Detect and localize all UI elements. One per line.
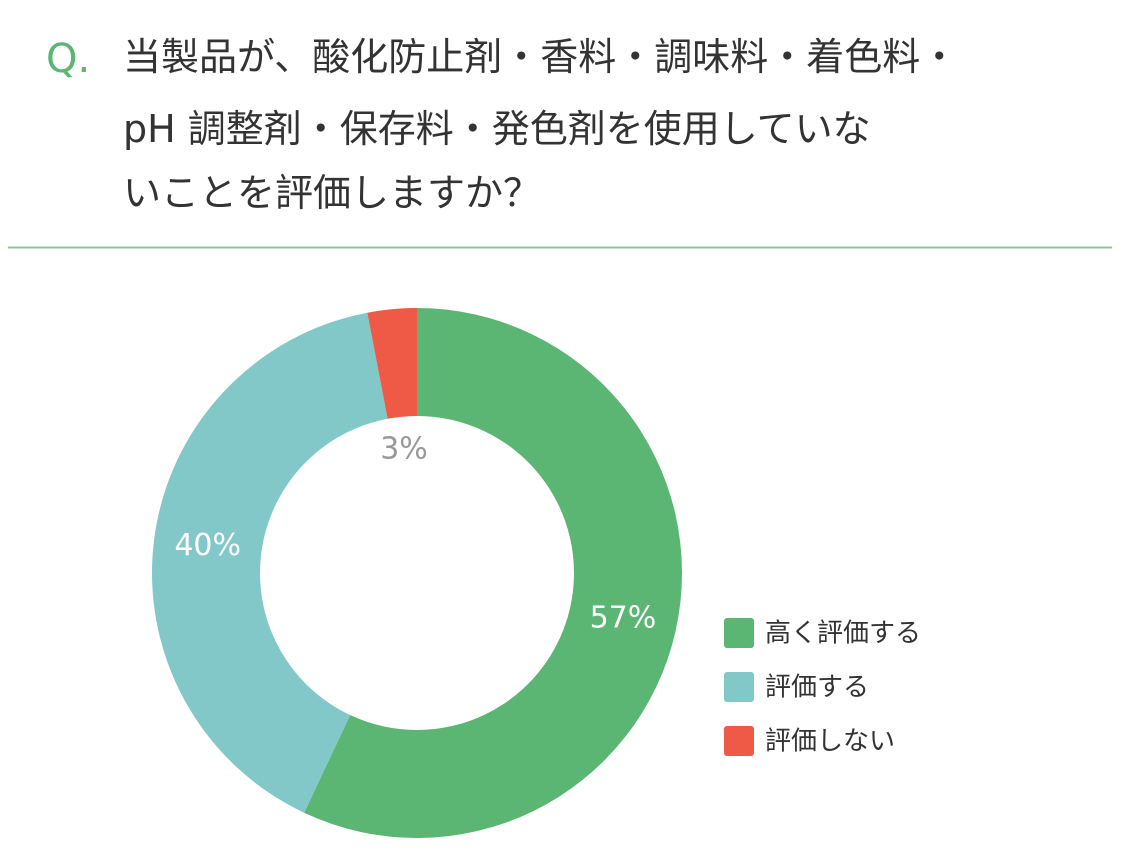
title-line: いことを評価しますか？ (123, 171, 541, 215)
donut-slice (367, 308, 417, 419)
data-label: 40% (174, 528, 241, 563)
data-label: 3% (380, 432, 428, 467)
legend-label: 評価する (765, 673, 869, 703)
legend-swatch (724, 672, 754, 702)
question-marker: Q. (46, 36, 90, 82)
legend-swatch (724, 726, 754, 756)
title-line: 当製品が、酸化防止剤・香料・調味料・着色料・ (123, 35, 958, 79)
legend-label: 評価しない (765, 727, 895, 757)
title-line: pH 調整剤・保存料・発色剤を使用していな (123, 107, 871, 151)
donut-slice (152, 312, 388, 813)
legend-swatch (724, 618, 754, 648)
data-label: 57% (590, 601, 657, 636)
legend-label: 高く評価する (765, 619, 921, 649)
donut-slice (304, 308, 682, 838)
